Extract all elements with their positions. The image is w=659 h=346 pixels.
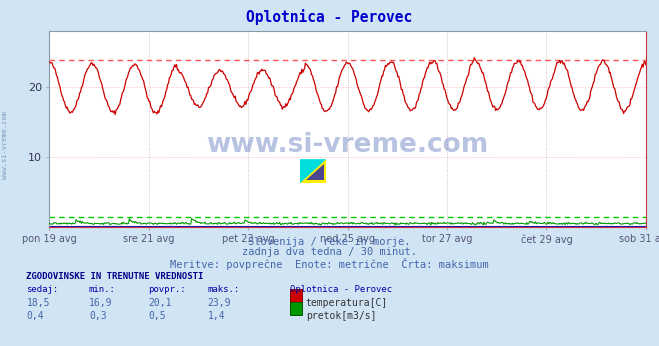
Text: www.si-vreme.com: www.si-vreme.com <box>206 131 489 157</box>
Text: 16,9: 16,9 <box>89 298 113 308</box>
Text: 20,1: 20,1 <box>148 298 172 308</box>
Text: maks.:: maks.: <box>208 285 240 294</box>
Text: 0,3: 0,3 <box>89 311 107 321</box>
Text: min.:: min.: <box>89 285 116 294</box>
Text: zadnja dva tedna / 30 minut.: zadnja dva tedna / 30 minut. <box>242 247 417 257</box>
Text: sedaj:: sedaj: <box>26 285 59 294</box>
Text: 0,4: 0,4 <box>26 311 44 321</box>
Text: Meritve: povprečne  Enote: metrične  Črta: maksimum: Meritve: povprečne Enote: metrične Črta:… <box>170 258 489 270</box>
Text: povpr.:: povpr.: <box>148 285 186 294</box>
Text: pretok[m3/s]: pretok[m3/s] <box>306 311 376 321</box>
Polygon shape <box>300 159 326 183</box>
Text: temperatura[C]: temperatura[C] <box>306 298 388 308</box>
Polygon shape <box>306 164 324 180</box>
Text: www.si-vreme.com: www.si-vreme.com <box>2 111 9 179</box>
Polygon shape <box>300 159 326 183</box>
Text: ZGODOVINSKE IN TRENUTNE VREDNOSTI: ZGODOVINSKE IN TRENUTNE VREDNOSTI <box>26 272 204 281</box>
Text: Oplotnica - Perovec: Oplotnica - Perovec <box>246 9 413 25</box>
Text: 1,4: 1,4 <box>208 311 225 321</box>
Text: 18,5: 18,5 <box>26 298 50 308</box>
Text: 0,5: 0,5 <box>148 311 166 321</box>
Text: Oplotnica - Perovec: Oplotnica - Perovec <box>290 285 392 294</box>
Text: 23,9: 23,9 <box>208 298 231 308</box>
Text: Slovenija / reke in morje.: Slovenija / reke in morje. <box>248 237 411 247</box>
